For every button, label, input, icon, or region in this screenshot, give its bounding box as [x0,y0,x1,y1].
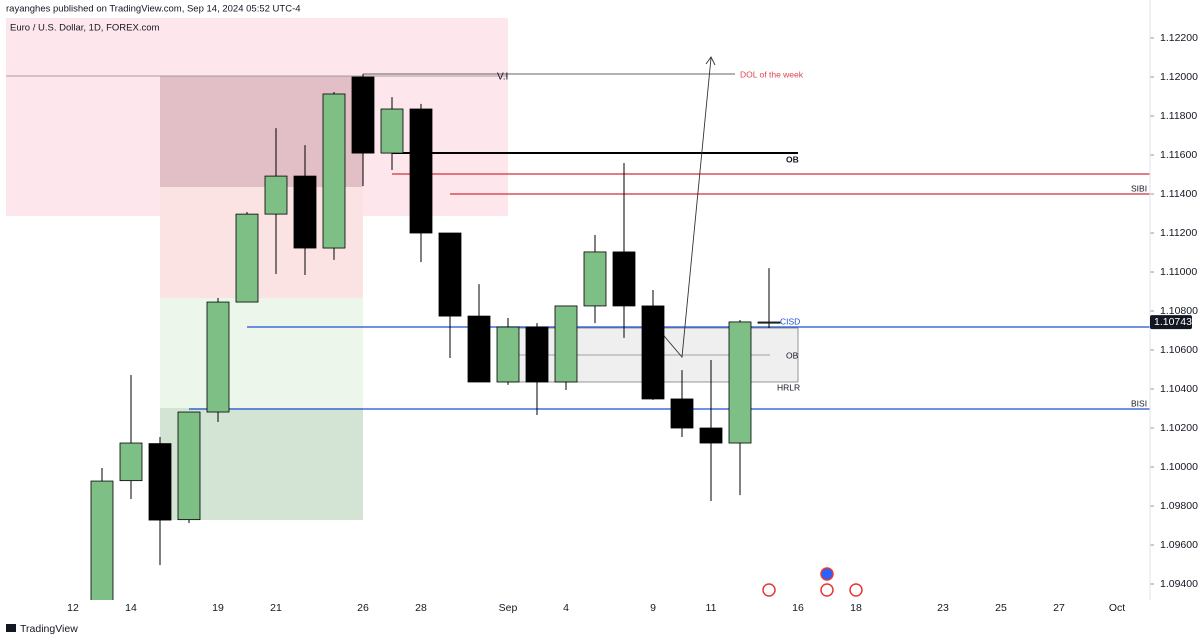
candle-body [670,398,694,429]
candle-body [322,93,346,249]
x-tick-label: 27 [1053,602,1065,614]
candle-body [583,251,607,307]
x-tick-label: 14 [125,602,137,614]
candle-body [264,175,288,215]
candle-body [467,315,491,383]
event-icon [762,583,776,597]
candle-body [438,232,462,317]
candle-body [496,326,520,383]
annotation: CISD [780,316,800,326]
candle-body [90,480,114,600]
x-tick-label: 18 [850,602,862,614]
annotation: SIBI [1131,183,1147,193]
candle-body [148,443,172,521]
y-tick-label: 1.09400 [1160,578,1198,590]
y-tick-label: 1.11800 [1160,110,1197,122]
x-tick-label: 26 [357,602,369,614]
candles [90,74,781,600]
event-icon [820,567,834,581]
annotation: BISI [1131,398,1147,408]
candle-body [757,321,781,324]
y-tick-label: 1.10400 [1160,383,1198,395]
event-icon [849,583,863,597]
y-tick-label: 1.12200 [1160,32,1198,44]
annotation: V.I [497,72,508,83]
annotation: DOL of the week [740,69,804,79]
y-tick-label: 1.09600 [1160,539,1198,551]
x-tick-label: 12 [67,602,79,614]
last-price-tag [1150,315,1192,330]
candle-body [119,442,143,482]
annotation: OB [786,154,799,164]
x-tick-label: 11 [706,602,717,614]
y-tick-label: 1.11600 [1160,149,1197,161]
y-tick-label: 1.11200 [1160,227,1197,239]
x-tick-label: Oct [1109,602,1125,614]
x-tick-label: 4 [563,602,569,614]
candle-body [177,411,201,521]
candle-body [699,427,723,444]
arrow-head [705,56,716,66]
candle-body [351,76,375,154]
candle-body [525,326,549,383]
candle-body [293,175,317,249]
candle-body [641,305,665,400]
logo [6,624,16,632]
y-tick-label: 1.10200 [1160,422,1198,434]
y-tick-label: 1.11400 [1160,188,1197,200]
candle-body [235,213,259,303]
y-tick-label: 1.10600 [1160,344,1198,356]
y-tick-label: 1.11000 [1160,266,1197,278]
x-tick-label: 19 [212,602,224,614]
candle-body [728,321,752,444]
x-tick-label: 28 [415,602,427,614]
candle-body [380,108,404,154]
x-tick-label: 25 [995,602,1007,614]
y-tick-label: 1.10800 [1160,305,1198,317]
events [762,567,863,597]
x-tick-label: 9 [650,602,656,614]
event-icon [820,583,834,597]
last-price-label: 1.10743 [1154,316,1192,328]
x-tick-label: Sep [499,602,518,614]
publisher: rayanghes published on TradingView.com, … [6,4,301,15]
annotation: HRLR [777,382,800,392]
chart-title: Euro / U.S. Dollar, 1D, FOREX.com [10,23,159,34]
annotation: OB [786,350,799,360]
candle-body [554,305,578,383]
x-tick-label: 16 [792,602,804,614]
zone [160,298,363,408]
candle-body [612,251,636,307]
y-tick-label: 1.12000 [1160,71,1198,83]
x-tick-label: 21 [270,602,282,614]
candle-body [206,301,230,413]
brand: TradingView [6,623,78,635]
candle-body [409,108,433,234]
labels: V.I DOL of the week OB SIBI CISD OB HRLR… [497,69,1147,408]
x-tick-label: 23 [937,602,949,614]
y-tick-label: 1.10000 [1160,461,1198,473]
y-tick-label: 1.09800 [1160,500,1198,512]
brand-name: TradingView [20,623,78,635]
